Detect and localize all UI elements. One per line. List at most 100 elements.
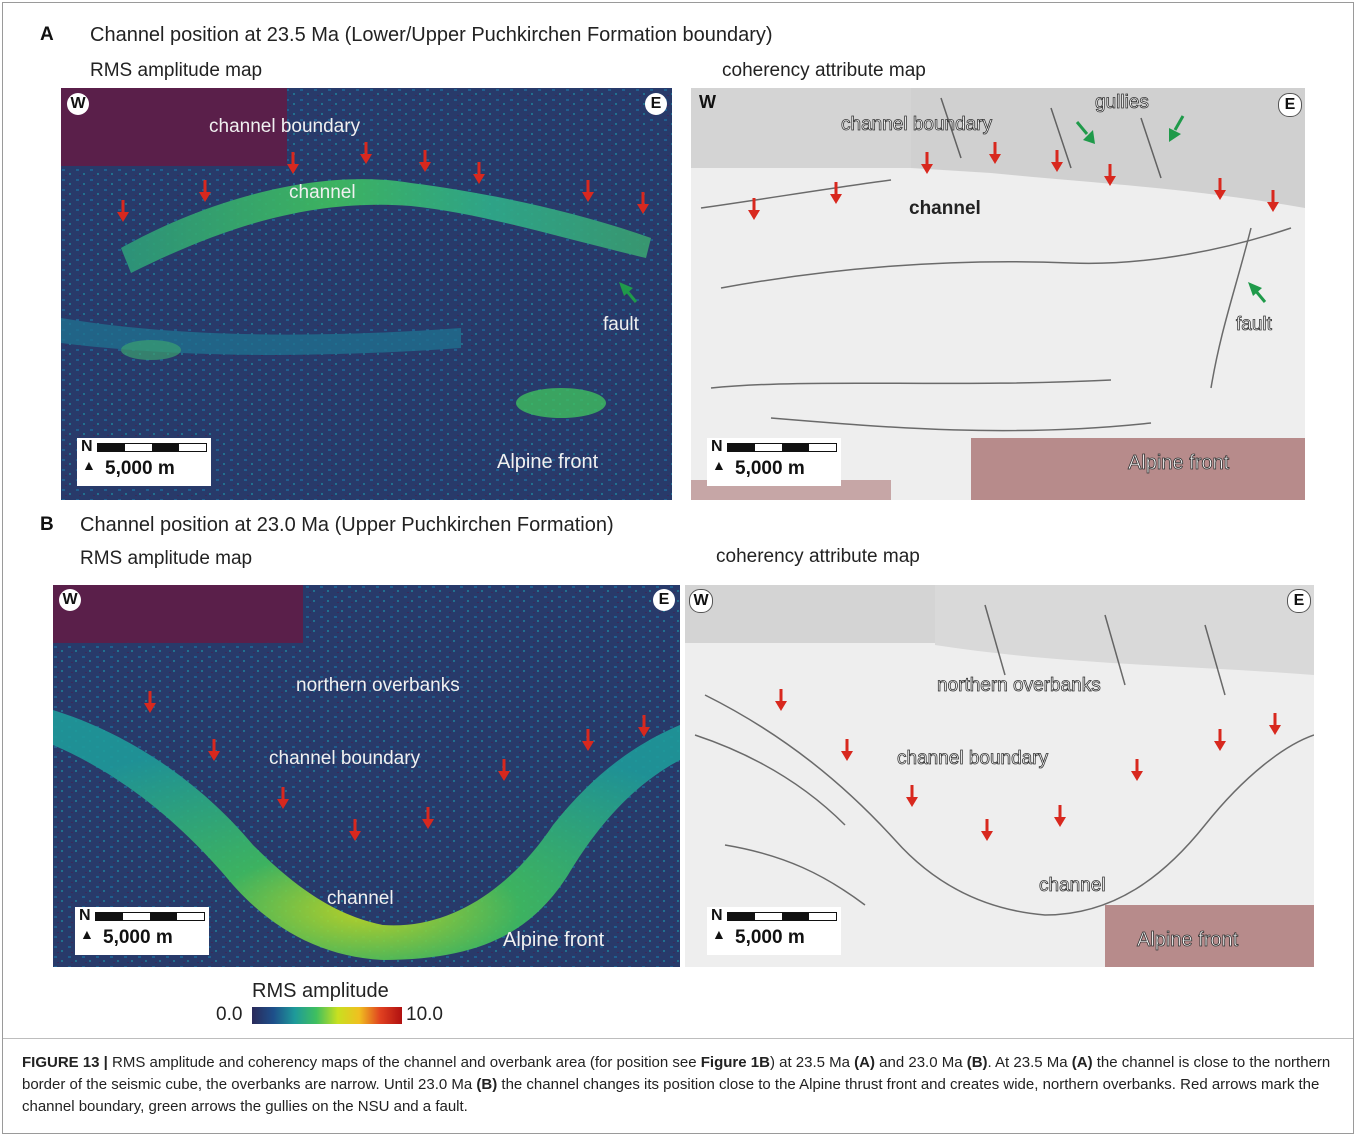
scale-distance-label: 5,000 m — [105, 458, 175, 479]
green-arrow-icon — [1169, 115, 1185, 142]
east-label: E — [1278, 93, 1302, 117]
green-arrow-icon — [1075, 121, 1095, 144]
panel-b-coherency-map-graphic — [685, 585, 1314, 967]
scale-bar: N ▲ 5,000 m — [707, 907, 841, 955]
northern-overbanks-label: northern overbanks — [937, 675, 1102, 697]
red-arrow-icon — [841, 739, 853, 761]
red-arrow-icon — [921, 152, 933, 174]
caption-text: ) at 23.5 Ma — [769, 1054, 855, 1071]
scale-bar-graphic — [97, 443, 207, 452]
scale-bar-graphic — [727, 912, 837, 921]
north-arrow-icon: ▲ — [712, 457, 726, 473]
caption-text: . At 23.5 Ma — [987, 1054, 1072, 1071]
red-arrow-icon — [748, 198, 760, 220]
scale-distance-label: 5,000 m — [735, 927, 805, 948]
caption-text: and 23.0 Ma — [874, 1054, 967, 1071]
colorbar-title: RMS amplitude — [252, 980, 389, 1002]
red-arrow-icon — [1131, 759, 1143, 781]
figure-caption: FIGURE 13 | RMS amplitude and coherency … — [22, 1052, 1332, 1118]
red-arrow-icon — [1051, 150, 1063, 172]
caption-label: FIGURE 13 | — [22, 1054, 108, 1071]
alpine-front-label: Alpine front — [503, 929, 605, 951]
red-arrow-icon — [208, 739, 220, 761]
red-arrow-icon — [419, 150, 431, 172]
panel-b-letter: B — [40, 514, 54, 535]
channel-label: channel — [327, 888, 394, 909]
panel-b-rms-arrows — [144, 691, 650, 841]
red-arrow-icon — [199, 180, 211, 202]
fault-label: fault — [603, 314, 639, 335]
channel-boundary-label: channel boundary — [897, 748, 1049, 770]
panel-a-coherency-arrows — [748, 115, 1279, 303]
red-arrow-icon — [1269, 713, 1281, 735]
caption-divider — [3, 1038, 1353, 1039]
panel-b-rms-map: W E northern overbanks channel boundary … — [53, 585, 680, 967]
scale-bar-graphic — [727, 443, 837, 452]
red-arrow-icon — [906, 785, 918, 807]
north-arrow-icon: ▲ — [712, 926, 726, 942]
scale-bar: N ▲ 5,000 m — [77, 438, 211, 486]
red-arrow-icon — [582, 180, 594, 202]
panel-a-title: Channel position at 23.5 Ma (Lower/Upper… — [90, 24, 773, 46]
north-label: N — [79, 907, 91, 924]
west-label: W — [689, 589, 713, 613]
scale-distance-label: 5,000 m — [103, 927, 173, 948]
red-arrow-icon — [473, 162, 485, 184]
caption-text: RMS amplitude and coherency maps of the … — [107, 1054, 701, 1071]
panel-a-right-subtitle: coherency attribute map — [722, 60, 926, 81]
red-arrow-icon — [349, 819, 361, 841]
red-arrow-icon — [277, 787, 289, 809]
panel-a-rms-map: W E channel boundary channel fault Alpin… — [61, 88, 672, 500]
north-arrow-icon: ▲ — [82, 457, 96, 473]
scale-bar: N ▲ 5,000 m — [75, 907, 209, 955]
north-label: N — [711, 438, 723, 455]
north-label: N — [711, 907, 723, 924]
west-label: W — [699, 92, 716, 112]
east-label: E — [653, 589, 675, 611]
red-arrow-icon — [775, 689, 787, 711]
scale-distance-label: 5,000 m — [735, 458, 805, 479]
northern-overbanks-label: northern overbanks — [296, 675, 460, 696]
fault-label: fault — [1236, 314, 1273, 336]
caption-panel-ref: (B) — [966, 1054, 988, 1071]
panel-b-rms-map-graphic — [53, 585, 680, 967]
panel-b-coherency-map: W E northern overbanks channel boundary … — [685, 585, 1314, 967]
colorbar-min-label: 0.0 — [216, 1004, 243, 1025]
north-arrow-icon: ▲ — [80, 926, 94, 942]
channel-label: channel — [1039, 875, 1106, 897]
red-arrow-icon — [117, 200, 129, 222]
alpine-front-label: Alpine front — [1128, 452, 1230, 475]
red-arrow-icon — [498, 759, 510, 781]
red-arrow-icon — [1214, 178, 1226, 200]
red-arrow-icon — [989, 142, 1001, 164]
caption-text: the channel is close to the northern bor… — [22, 1054, 1331, 1093]
east-label: E — [1287, 589, 1311, 613]
red-arrow-icon — [144, 691, 156, 713]
caption-panel-ref: (B) — [476, 1076, 498, 1093]
red-arrow-icon — [638, 715, 650, 737]
channel-label: channel — [909, 198, 981, 219]
red-arrow-icon — [830, 182, 842, 204]
west-label: W — [67, 93, 89, 115]
panel-b-title: Channel position at 23.0 Ma (Upper Puchk… — [80, 514, 614, 536]
colorbar-gradient — [252, 1007, 402, 1024]
caption-panel-ref: (A) — [854, 1054, 875, 1071]
red-arrow-icon — [582, 729, 594, 751]
red-arrow-icon — [360, 142, 372, 164]
red-arrow-icon — [981, 819, 993, 841]
green-arrow-icon — [619, 282, 638, 303]
channel-boundary-label: channel boundary — [841, 114, 993, 136]
alpine-front-label: Alpine front — [1137, 929, 1239, 952]
red-arrow-icon — [1104, 164, 1116, 186]
panel-a-coherency-map: W E channel boundary gullies channel fau… — [691, 88, 1305, 500]
caption-text: the channel changes its position close t… — [22, 1076, 1320, 1115]
panel-b-coherency-arrows — [775, 689, 1281, 841]
channel-boundary-label: channel boundary — [209, 116, 361, 137]
red-arrow-icon — [1214, 729, 1226, 751]
red-arrow-icon — [287, 152, 299, 174]
scale-bar: N ▲ 5,000 m — [707, 438, 841, 486]
alpine-front-label: Alpine front — [497, 451, 599, 473]
panel-a-left-subtitle: RMS amplitude map — [90, 60, 263, 81]
red-arrow-icon — [422, 807, 434, 829]
gullies-label: gullies — [1095, 92, 1150, 114]
